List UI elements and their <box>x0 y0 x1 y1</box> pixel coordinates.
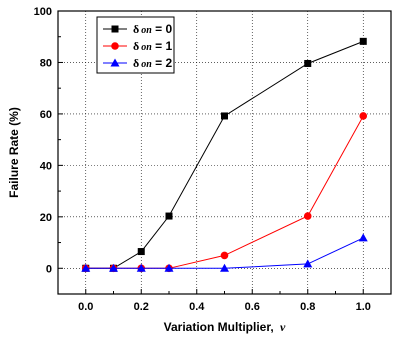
legend-value: = 1 <box>152 39 173 53</box>
data-point <box>81 263 91 272</box>
data-point <box>303 259 313 268</box>
legend-subscript: on <box>141 59 152 70</box>
legend-value: = 0 <box>152 22 173 36</box>
data-point <box>136 263 146 272</box>
data-point <box>220 251 229 260</box>
x-tick-label: 0.2 <box>134 301 149 313</box>
y-tick-label: 60 <box>40 109 52 121</box>
series-line <box>85 115 364 269</box>
legend-value: = 2 <box>152 56 173 70</box>
legend-symbol: δ <box>133 56 139 70</box>
series-layer <box>81 37 368 273</box>
x-tick-label: 0.4 <box>189 301 205 313</box>
tick-labels: 0.0 0.2 0.4 0.6 0.8 1.0 0 20 40 60 80 100 <box>34 6 371 313</box>
x-tick-label: 1.0 <box>356 301 371 313</box>
legend-label: δ on = 2 <box>133 56 172 70</box>
legend-box <box>96 16 175 74</box>
y-tick-label: 40 <box>40 160 52 172</box>
y-axis-title: Failure Rate (%) <box>7 107 21 198</box>
y-tick-label: 100 <box>34 6 52 18</box>
data-point <box>359 37 367 45</box>
grid-lines <box>58 10 391 294</box>
y-tick-label: 20 <box>40 212 52 224</box>
legend-label: δ on = 0 <box>133 22 172 36</box>
legend: δ on = 0δ on = 1δ on = 2 <box>96 16 175 74</box>
data-point <box>359 112 368 120</box>
x-tick-label: 0.0 <box>78 301 93 313</box>
x-axis-title: Variation Multiplier, ν <box>164 320 286 334</box>
x-axis-title-symbol: ν <box>280 320 286 334</box>
data-point <box>358 233 368 242</box>
data-point <box>165 212 173 220</box>
legend-subscript: on <box>141 42 152 53</box>
legend-marker <box>110 58 120 67</box>
data-point <box>109 263 118 272</box>
x-tick-label: 0.6 <box>245 301 260 313</box>
series-line <box>85 40 364 269</box>
data-point <box>137 248 145 256</box>
legend-marker <box>111 42 119 50</box>
data-point <box>303 212 312 220</box>
data-point <box>221 112 228 120</box>
legend-symbol: δ <box>133 39 139 53</box>
data-point <box>304 59 312 67</box>
data-point <box>164 263 174 272</box>
data-point <box>220 263 229 272</box>
axis-ticks <box>57 10 392 295</box>
legend-label: δ on = 1 <box>133 39 172 53</box>
legend-subscript: on <box>141 25 152 36</box>
series-1 <box>81 112 368 273</box>
y-tick-label: 80 <box>40 57 52 69</box>
legend-symbol: δ <box>133 22 139 36</box>
y-tick-label: 0 <box>46 263 52 275</box>
series-2 <box>81 233 368 272</box>
x-tick-label: 0.8 <box>300 301 315 313</box>
legend-marker <box>111 25 119 33</box>
x-axis-title-text: Variation Multiplier, <box>164 320 274 334</box>
